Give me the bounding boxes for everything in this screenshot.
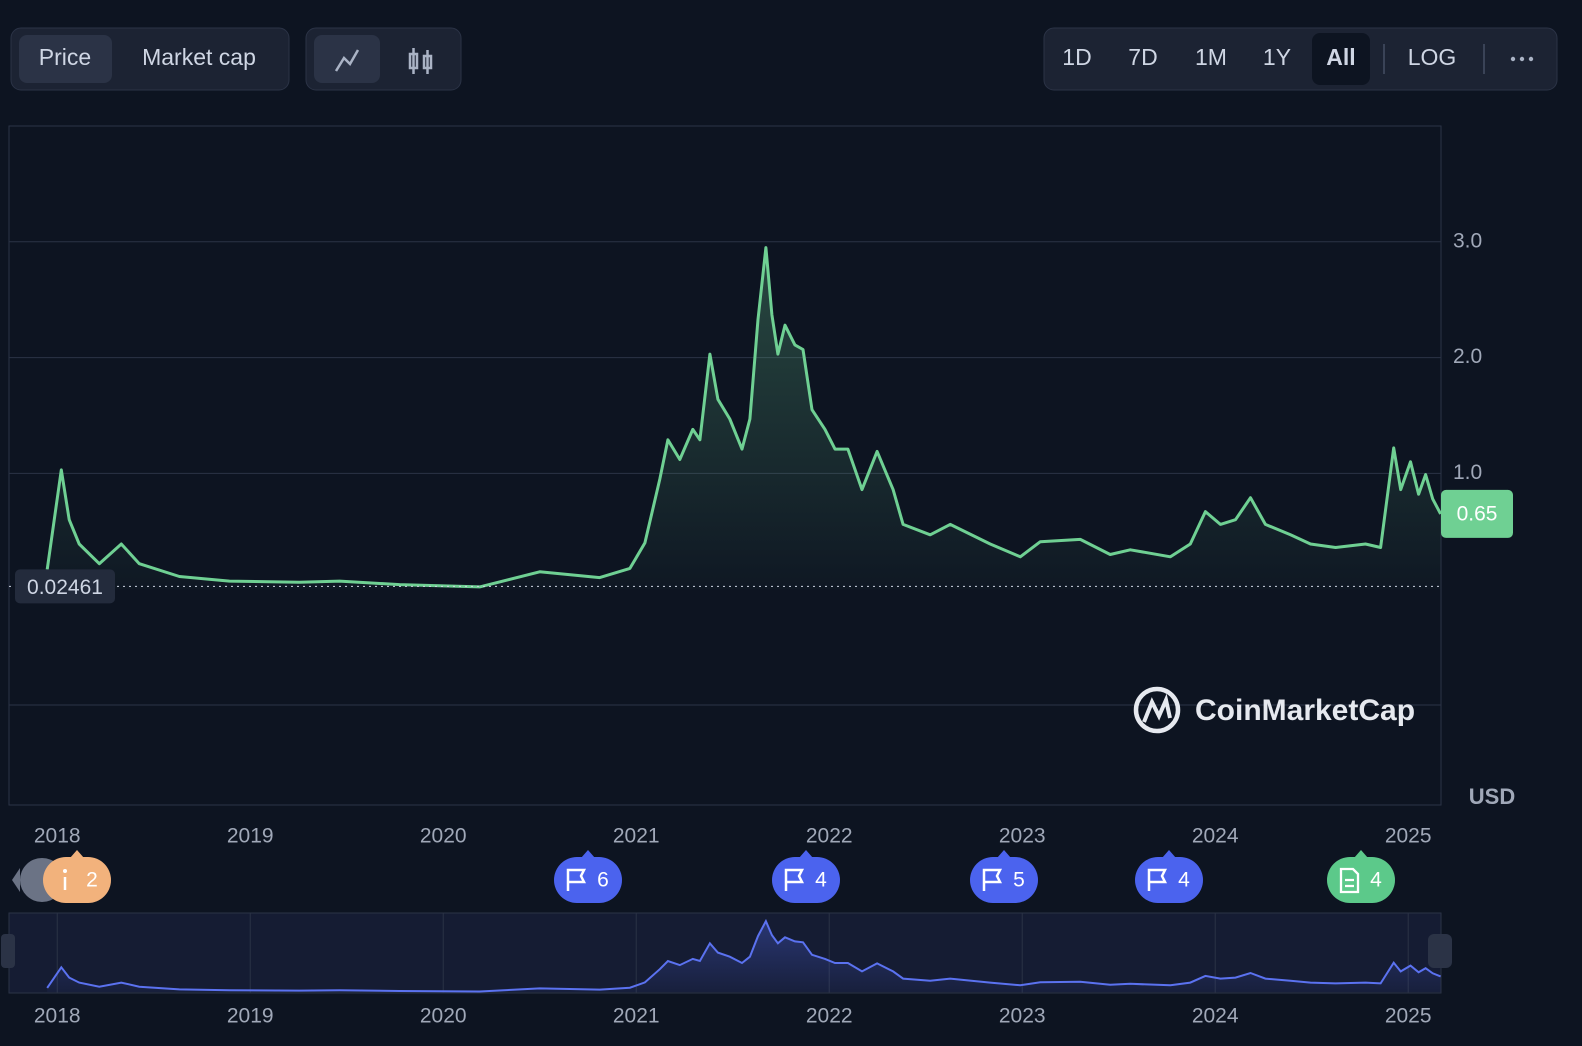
x-tick-label: 2023	[999, 825, 1046, 848]
x-tick-label: 2022	[806, 825, 853, 848]
navigator-tick-label: 2023	[999, 1005, 1046, 1028]
navigator-tick-label: 2022	[806, 1005, 853, 1028]
range-button[interactable]: All	[1326, 44, 1355, 70]
tab[interactable]: Market cap	[142, 44, 256, 70]
navigator-handle[interactable]	[1428, 934, 1452, 968]
range-button[interactable]: 7D	[1128, 44, 1157, 70]
doc-icon	[1339, 867, 1360, 894]
x-tick-label: 2019	[227, 825, 274, 848]
brand: CoinMarketCap	[1195, 694, 1415, 727]
badge	[43, 857, 111, 903]
x-tick-label: 2018	[34, 825, 81, 848]
flag-icon	[1147, 868, 1168, 891]
navigator-tick-label: 2021	[613, 1005, 660, 1028]
range-button[interactable]: 1D	[1062, 44, 1091, 70]
flag-icon	[784, 868, 805, 891]
tab[interactable]: Price	[39, 44, 91, 70]
candle-icon[interactable]	[408, 48, 433, 74]
event-badge[interactable]: 4	[1135, 850, 1203, 903]
brand-logo	[1133, 686, 1181, 734]
badge	[1135, 857, 1203, 903]
badge	[970, 857, 1038, 903]
event-count: 4	[815, 869, 827, 892]
y-tick-label: 2.0	[1453, 345, 1482, 368]
min-label: 0.02461	[27, 576, 103, 599]
event-badge[interactable]: 5	[970, 850, 1038, 903]
tab-active[interactable]	[19, 35, 112, 83]
history-arrow	[12, 868, 20, 892]
last-price: 0.65	[1457, 502, 1498, 525]
badge-tip	[70, 850, 84, 858]
x-tick-label: 2024	[1192, 825, 1239, 848]
badge-tip	[997, 850, 1011, 858]
navigator-line	[46, 918, 1441, 993]
badge	[772, 857, 840, 903]
event-count: 4	[1370, 869, 1382, 892]
event-count: 6	[597, 869, 609, 892]
x-tick-label: 2020	[420, 825, 467, 848]
info-dot	[63, 869, 67, 873]
navigator-tick-label: 2020	[420, 1005, 467, 1028]
badge-tip	[581, 850, 595, 858]
area	[47, 247, 1441, 590]
log-button[interactable]: LOG	[1408, 44, 1457, 70]
plot-frame	[8, 125, 1442, 806]
range-button[interactable]: 1Y	[1263, 44, 1291, 70]
flag-icon	[982, 868, 1003, 891]
badge	[1327, 857, 1395, 903]
navigator-tick-label: 2019	[227, 1005, 274, 1028]
line-button[interactable]	[314, 35, 380, 83]
price-line	[45, 246, 1442, 589]
event-badge[interactable]: 2	[43, 850, 111, 903]
range-group	[1043, 27, 1558, 91]
y-tick-label: 1.0	[1453, 461, 1482, 484]
line-icon	[334, 49, 360, 72]
flag-icon	[566, 868, 587, 891]
navigator-tick-label: 2018	[34, 1005, 81, 1028]
navigator-handle[interactable]	[1, 934, 15, 968]
navigator-tick-label: 2024	[1192, 1005, 1239, 1028]
x-tick-label: 2025	[1385, 825, 1432, 848]
min-label-box	[15, 569, 115, 604]
navigator-area	[47, 921, 1441, 992]
event-count: 5	[1013, 869, 1025, 892]
navigator-tick-label: 2025	[1385, 1005, 1432, 1028]
x-tick-label: 2021	[613, 825, 660, 848]
event-badge[interactable]: 4	[1327, 850, 1395, 903]
y-tick-label: 3.0	[1453, 229, 1482, 252]
event-count: 4	[1178, 869, 1190, 892]
badge-tip	[1354, 850, 1368, 858]
badge-tip	[799, 850, 813, 858]
range-button[interactable]: 1M	[1195, 44, 1227, 70]
event-count: 2	[86, 869, 98, 892]
badge-tip	[1162, 850, 1176, 858]
event-badge[interactable]: 4	[772, 850, 840, 903]
range-active[interactable]	[1312, 33, 1370, 85]
more-button[interactable]	[1510, 56, 1534, 62]
badge	[554, 857, 622, 903]
currency: USD	[1469, 784, 1515, 809]
event-badge[interactable]: 6	[554, 850, 622, 903]
last-price-box	[1441, 489, 1513, 538]
